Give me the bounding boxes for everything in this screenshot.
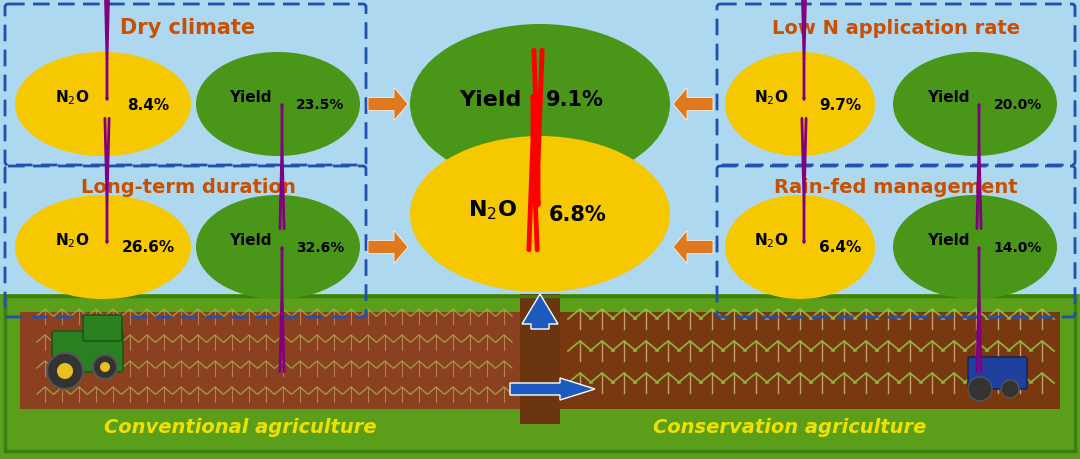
Text: 14.0%: 14.0% [994,241,1042,254]
Circle shape [93,355,117,379]
Ellipse shape [15,196,191,299]
Polygon shape [673,231,713,264]
Text: Yield: Yield [229,90,271,105]
Circle shape [968,377,993,401]
Bar [0,409,1080,459]
Ellipse shape [195,53,360,157]
Text: N$_2$O: N$_2$O [754,89,788,107]
Ellipse shape [195,196,360,299]
Polygon shape [0,294,40,459]
Polygon shape [368,231,408,264]
Polygon shape [561,312,1059,409]
Bar [0,294,1080,312]
Circle shape [48,353,83,389]
Circle shape [57,363,73,379]
Text: 26.6%: 26.6% [121,240,175,255]
Polygon shape [1040,294,1080,459]
Text: N$_2$O: N$_2$O [754,231,788,250]
Text: Low N application rate: Low N application rate [772,18,1021,38]
Ellipse shape [725,196,875,299]
Polygon shape [21,312,519,409]
Circle shape [1001,380,1020,398]
Text: 6.4%: 6.4% [819,240,861,255]
Text: Yield: Yield [927,233,969,248]
Polygon shape [368,88,408,121]
FancyBboxPatch shape [968,357,1027,389]
Text: N$_2$O: N$_2$O [55,231,90,250]
Circle shape [100,362,110,372]
Bar [519,294,561,424]
Text: Conventional agriculture: Conventional agriculture [104,418,376,437]
Text: Yield: Yield [459,90,522,110]
Text: 9.7%: 9.7% [819,97,861,112]
FancyBboxPatch shape [83,315,122,341]
Text: Rain-fed management: Rain-fed management [774,178,1017,197]
Text: 23.5%: 23.5% [296,98,345,112]
Text: 6.8%: 6.8% [549,205,607,224]
Text: N$_2$O: N$_2$O [469,198,517,221]
Ellipse shape [410,137,670,292]
Text: Conservation agriculture: Conservation agriculture [653,418,927,437]
FancyBboxPatch shape [52,331,123,372]
Text: 9.1%: 9.1% [546,90,604,110]
Text: Yield: Yield [229,233,271,248]
Polygon shape [522,294,558,329]
Ellipse shape [15,53,191,157]
Ellipse shape [893,196,1057,299]
Ellipse shape [893,53,1057,157]
Text: Yield: Yield [927,90,969,105]
Text: 8.4%: 8.4% [127,97,170,112]
Text: 20.0%: 20.0% [994,98,1042,112]
Text: N$_2$O: N$_2$O [55,89,90,107]
Polygon shape [673,88,713,121]
Ellipse shape [725,53,875,157]
Ellipse shape [410,25,670,185]
Text: 32.6%: 32.6% [296,241,345,254]
Polygon shape [510,378,595,400]
Text: Long-term duration: Long-term duration [81,178,296,197]
Text: Dry climate: Dry climate [121,18,256,38]
